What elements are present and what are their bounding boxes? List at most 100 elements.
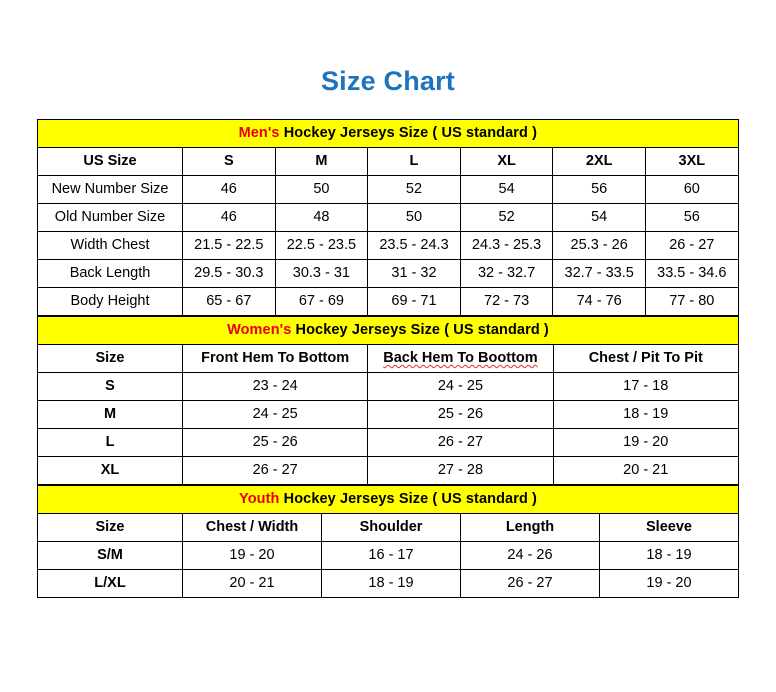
table-row: L/XL 20 - 21 18 - 19 26 - 27 19 - 20 xyxy=(37,569,739,598)
youth-row-1-cell-4: 19 - 20 xyxy=(599,569,739,598)
mens-header-cell-0: US Size xyxy=(37,147,183,176)
youth-row-0-cell-4: 18 - 19 xyxy=(599,541,739,570)
mens-row-4-cell-1: 65 - 67 xyxy=(182,287,276,316)
mens-row-1-cell-1: 46 xyxy=(182,203,276,232)
mens-header-cell-3: L xyxy=(367,147,461,176)
table-row: S/M 19 - 20 16 - 17 24 - 26 18 - 19 xyxy=(37,541,739,570)
womens-row-3-label: XL xyxy=(37,456,183,485)
womens-row-1-cell-3: 18 - 19 xyxy=(552,400,739,429)
youth-row-0-cell-2: 16 - 17 xyxy=(321,541,461,570)
mens-row-0-cell-5: 56 xyxy=(552,175,646,204)
mens-row-1-cell-3: 50 xyxy=(367,203,461,232)
mens-row-4-cell-2: 67 - 69 xyxy=(274,287,369,316)
mens-row-1-cell-5: 54 xyxy=(552,203,646,232)
mens-row-3-cell-6: 33.5 - 34.6 xyxy=(644,259,739,288)
womens-row-0-label: S xyxy=(37,372,183,401)
youth-banner-highlight: Youth xyxy=(239,490,280,507)
mens-header-cell-4: XL xyxy=(459,147,554,176)
youth-header-cell-4: Sleeve xyxy=(599,513,739,542)
youth-header-cell-3: Length xyxy=(460,513,600,542)
table-row: Old Number Size 46 48 50 52 54 56 xyxy=(37,203,739,232)
mens-row-0-cell-1: 46 xyxy=(182,175,276,204)
womens-row-2-cell-3: 19 - 20 xyxy=(552,428,739,457)
mens-row-2-cell-3: 23.5 - 24.3 xyxy=(367,231,461,260)
table-row: Body Height 65 - 67 67 - 69 69 - 71 72 -… xyxy=(37,287,739,316)
mens-row-1-cell-6: 56 xyxy=(644,203,739,232)
womens-row-3-cell-2: 27 - 28 xyxy=(367,456,554,485)
mens-row-4-label: Body Height xyxy=(37,287,183,316)
mens-row-3-cell-1: 29.5 - 30.3 xyxy=(182,259,276,288)
youth-row-1-cell-1: 20 - 21 xyxy=(182,569,322,598)
womens-row-2-label: L xyxy=(37,428,183,457)
womens-header-cell-0: Size xyxy=(37,344,183,373)
womens-row-1-cell-2: 25 - 26 xyxy=(367,400,554,429)
youth-row-1-cell-3: 26 - 27 xyxy=(460,569,600,598)
womens-banner-row: Women's Hockey Jerseys Size ( US standar… xyxy=(37,316,739,345)
mens-row-4-cell-4: 72 - 73 xyxy=(459,287,554,316)
womens-row-2-cell-2: 26 - 27 xyxy=(367,428,554,457)
mens-row-0-cell-3: 52 xyxy=(367,175,461,204)
womens-row-0-cell-2: 24 - 25 xyxy=(367,372,554,401)
womens-header-row: Size Front Hem To Bottom Back Hem To Boo… xyxy=(37,344,739,373)
mens-header-cell-5: 2XL xyxy=(552,147,646,176)
womens-banner-highlight: Women's xyxy=(227,321,292,338)
mens-row-0-cell-2: 50 xyxy=(274,175,369,204)
mens-row-0-label: New Number Size xyxy=(37,175,183,204)
youth-row-0-cell-3: 24 - 26 xyxy=(460,541,600,570)
mens-row-3-cell-5: 32.7 - 33.5 xyxy=(552,259,646,288)
youth-banner: Youth Hockey Jerseys Size ( US standard … xyxy=(37,485,739,514)
mens-row-0-cell-4: 54 xyxy=(459,175,554,204)
mens-row-2-cell-6: 26 - 27 xyxy=(644,231,739,260)
mens-row-1-cell-4: 52 xyxy=(459,203,554,232)
table-row: New Number Size 46 50 52 54 56 60 xyxy=(37,175,739,204)
mens-row-2-label: Width Chest xyxy=(37,231,183,260)
youth-header-row: Size Chest / Width Shoulder Length Sleev… xyxy=(37,513,739,542)
youth-header-cell-2: Shoulder xyxy=(321,513,461,542)
table-row: L 25 - 26 26 - 27 19 - 20 xyxy=(37,428,739,457)
page-title: Size Chart xyxy=(320,66,456,96)
mens-row-3-label: Back Length xyxy=(37,259,183,288)
womens-header-cell-2-text: Back Hem To Boottom xyxy=(383,349,538,366)
youth-size-table: Youth Hockey Jerseys Size ( US standard … xyxy=(37,485,739,598)
mens-banner-row: Men's Hockey Jerseys Size ( US standard … xyxy=(37,119,739,148)
womens-row-3-cell-3: 20 - 21 xyxy=(552,456,739,485)
womens-header-cell-1: Front Hem To Bottom xyxy=(181,344,369,373)
youth-row-0-cell-1: 19 - 20 xyxy=(182,541,322,570)
mens-row-4-cell-3: 69 - 71 xyxy=(367,287,461,316)
mens-row-1-cell-2: 48 xyxy=(274,203,369,232)
table-row: Width Chest 21.5 - 22.5 22.5 - 23.5 23.5… xyxy=(37,231,739,260)
womens-header-cell-3: Chest / Pit To Pit xyxy=(552,344,739,373)
table-row: XL 26 - 27 27 - 28 20 - 21 xyxy=(37,456,739,485)
womens-banner-rest: Hockey Jerseys Size ( US standard ) xyxy=(291,321,549,338)
youth-banner-row: Youth Hockey Jerseys Size ( US standard … xyxy=(37,485,739,514)
mens-header-cell-2: M xyxy=(274,147,369,176)
mens-header-cell-1: S xyxy=(182,147,276,176)
mens-row-4-cell-6: 77 - 80 xyxy=(644,287,739,316)
mens-row-0-cell-6: 60 xyxy=(644,175,739,204)
womens-banner: Women's Hockey Jerseys Size ( US standar… xyxy=(37,316,739,345)
mens-row-2-cell-5: 25.3 - 26 xyxy=(552,231,646,260)
mens-row-3-cell-2: 30.3 - 31 xyxy=(274,259,369,288)
mens-header-row: US Size S M L XL 2XL 3XL xyxy=(37,147,739,176)
table-row: S 23 - 24 24 - 25 17 - 18 xyxy=(37,372,739,401)
youth-banner-rest: Hockey Jerseys Size ( US standard ) xyxy=(279,490,537,507)
mens-row-3-cell-4: 32 - 32.7 xyxy=(459,259,554,288)
youth-row-1-label: L/XL xyxy=(37,569,183,598)
mens-row-4-cell-5: 74 - 76 xyxy=(552,287,646,316)
size-chart-tables: Men's Hockey Jerseys Size ( US standard … xyxy=(37,119,739,598)
youth-header-cell-0: Size xyxy=(37,513,183,542)
womens-row-3-cell-1: 26 - 27 xyxy=(181,456,369,485)
womens-row-1-label: M xyxy=(37,400,183,429)
table-row: Back Length 29.5 - 30.3 30.3 - 31 31 - 3… xyxy=(37,259,739,288)
mens-row-2-cell-2: 22.5 - 23.5 xyxy=(274,231,369,260)
youth-header-cell-1: Chest / Width xyxy=(182,513,322,542)
youth-row-1-cell-2: 18 - 19 xyxy=(321,569,461,598)
mens-banner: Men's Hockey Jerseys Size ( US standard … xyxy=(37,119,739,148)
mens-row-2-cell-4: 24.3 - 25.3 xyxy=(459,231,554,260)
mens-row-3-cell-3: 31 - 32 xyxy=(367,259,461,288)
womens-header-cell-2: Back Hem To Boottom xyxy=(367,344,554,373)
mens-row-2-cell-1: 21.5 - 22.5 xyxy=(182,231,276,260)
table-row: M 24 - 25 25 - 26 18 - 19 xyxy=(37,400,739,429)
mens-header-cell-6: 3XL xyxy=(644,147,739,176)
